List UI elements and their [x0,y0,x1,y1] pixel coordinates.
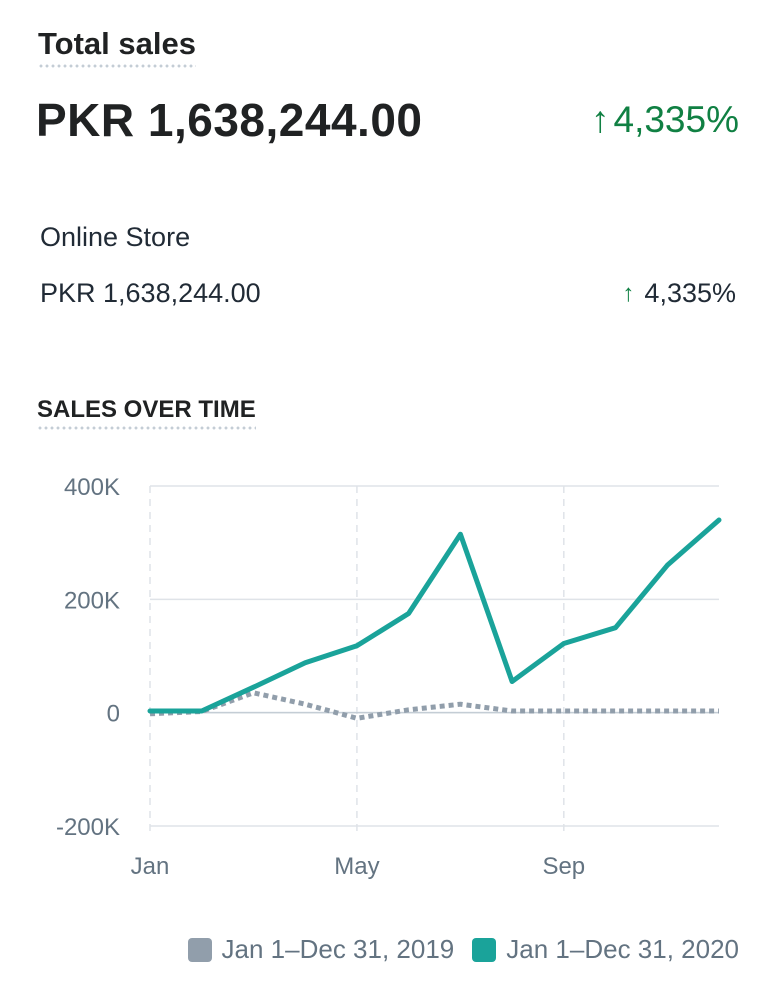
y-tick-label: 0 [107,701,120,728]
legend-swatch-2019 [187,937,212,962]
y-tick-label: 400K [64,474,120,501]
total-sales-change: ↑ 4,335% [591,99,739,141]
y-tick-label: -200K [56,814,120,841]
x-tick-label: Jan [131,853,170,880]
channel-change-value: 4,335% [644,278,736,308]
legend-label-2020: Jan 1–Dec 31, 2020 [506,934,739,964]
series-line-2020 [147,517,722,714]
sales-over-time-title[interactable]: SALES OVER TIME [37,396,256,430]
sales-over-time-chart: -200K 0 200K 400K Jan May Sep [56,474,722,880]
total-sales-title[interactable]: Total sales [38,26,196,68]
arrow-up-icon: ↑ [622,279,635,307]
channel-name: Online Store [40,222,191,252]
x-tick-label: Sep [542,853,585,880]
total-sales-change-value: 4,335% [613,99,740,140]
arrow-up-icon: ↑ [591,99,610,140]
y-tick-label: 200K [64,587,120,614]
chart-legend: Jan 1–Dec 31, 2019 Jan 1–Dec 31, 2020 [187,934,739,965]
series-line-2019 [149,690,719,721]
total-sales-amount: PKR 1,638,244.00 [36,94,423,146]
legend-swatch-2020 [472,937,497,962]
legend-label-2019: Jan 1–Dec 31, 2019 [221,934,455,964]
x-tick-label: May [334,853,379,880]
channel-amount: PKR 1,638,244.00 [40,278,261,308]
legend-item-2020[interactable]: Jan 1–Dec 31, 2020 [472,934,739,965]
legend-item-2019[interactable]: Jan 1–Dec 31, 2019 [187,934,455,965]
channel-change: ↑ 4,335% [622,278,736,309]
